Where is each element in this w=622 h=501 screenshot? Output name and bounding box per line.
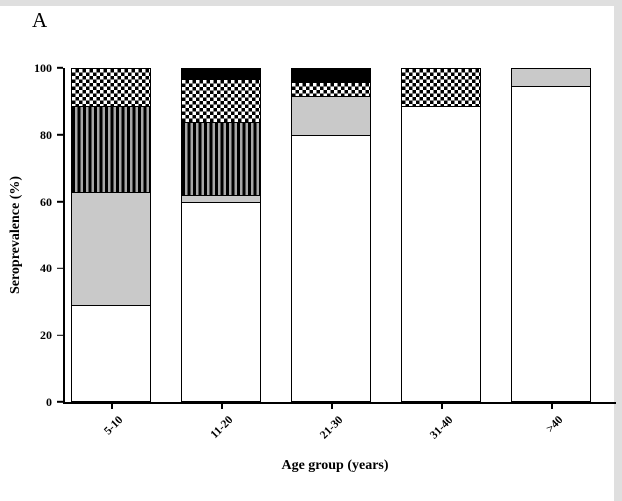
y-tick-mark [57, 401, 63, 403]
segment-white [402, 105, 480, 401]
segment-white [292, 135, 370, 401]
x-tick-label: 5-10 [102, 414, 126, 438]
x-tick-mark [331, 404, 333, 409]
segment-white [72, 304, 150, 401]
stacked-bar-21-30 [291, 68, 371, 402]
panel-label: A [32, 8, 49, 32]
y-tick-label: 80 [40, 127, 52, 142]
y-tick-mark [57, 67, 63, 69]
y-tick-label: 100 [34, 61, 52, 75]
segment-checkerboard [402, 69, 480, 106]
x-tick-label: >40 [544, 414, 566, 436]
segment-checkerboard [72, 69, 150, 106]
x-tick-mark [111, 404, 113, 409]
segment-checkerboard [182, 79, 260, 123]
stacked-bar-11-20 [181, 68, 261, 402]
scan-edge-top [0, 0, 622, 6]
stacked-bar-5-10 [71, 68, 151, 402]
segment-white [512, 85, 590, 401]
y-tick-label: 60 [40, 194, 52, 209]
x-tick-mark [221, 404, 223, 409]
segment-light-gray [72, 191, 150, 305]
segment-white [182, 201, 260, 401]
segment-black [182, 69, 260, 79]
y-tick-mark [57, 334, 63, 336]
x-tick-label: 11-20 [208, 414, 236, 442]
y-tick-mark [57, 267, 63, 270]
x-tick-mark [441, 404, 443, 409]
x-tick-label: 21-30 [318, 414, 346, 442]
y-tick-label: 40 [40, 261, 52, 276]
segment-light-gray [512, 69, 590, 86]
y-tick-mark [57, 134, 63, 136]
segment-vertical-stripes [182, 122, 260, 196]
stacked-bar-plot [63, 68, 616, 404]
segment-vertical-stripes [72, 105, 150, 192]
x-tick-mark [551, 404, 553, 409]
segment-checkerboard [292, 82, 370, 96]
stacked-bar-31-40 [401, 68, 481, 402]
y-tick-label: 0 [46, 395, 52, 409]
x-axis-label: Age group (years) [281, 458, 389, 473]
y-tick-label: 20 [40, 328, 52, 343]
scan-edge-right [614, 0, 622, 501]
y-tick-mark [57, 200, 63, 203]
x-tick-label: 31-40 [428, 414, 456, 442]
y-axis: 0 20 40 60 80 100 [0, 62, 63, 408]
segment-light-gray [292, 95, 370, 136]
x-axis: 5-10 11-20 21-30 31-40 >40 [63, 402, 608, 462]
segment-black [292, 69, 370, 83]
stacked-bar->40 [511, 68, 591, 402]
segment-light-gray [182, 195, 260, 202]
